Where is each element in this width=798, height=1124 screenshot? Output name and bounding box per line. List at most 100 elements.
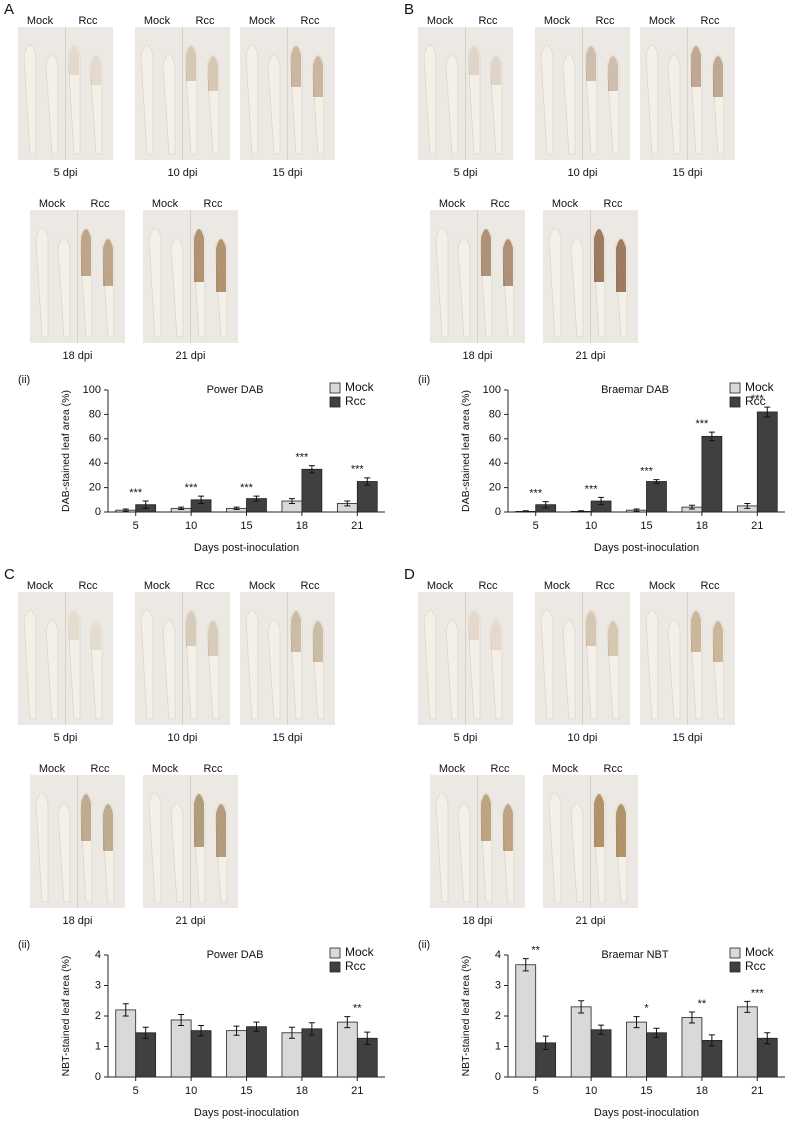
- y-tick-label: 60: [489, 433, 501, 445]
- error-bar: [178, 1013, 185, 1026]
- photo-label: Mock: [27, 580, 54, 592]
- stain: [481, 794, 491, 841]
- stain: [491, 56, 501, 85]
- leaf: [445, 54, 459, 155]
- photo-caption: 21 dpi: [576, 915, 606, 927]
- stain: [291, 46, 301, 87]
- legend-swatch: [329, 382, 341, 394]
- leaf: [467, 609, 481, 720]
- subpanel-label: (ii): [418, 939, 430, 951]
- photo-label: Rcc: [491, 198, 510, 210]
- x-tick-label: 18: [696, 520, 708, 532]
- photo-label: Mock: [249, 580, 276, 592]
- x-tick-label: 5: [133, 1085, 139, 1097]
- photo-label: Mock: [439, 198, 466, 210]
- legend-swatch: [729, 396, 741, 408]
- legend-label: Mock: [745, 945, 775, 959]
- bar: [756, 411, 778, 513]
- stain: [616, 239, 626, 292]
- y-tick-label: 3: [95, 979, 101, 991]
- y-tick-label: 1: [95, 1040, 101, 1052]
- leaf: [548, 792, 562, 903]
- leaf: [645, 44, 659, 155]
- error-bar: [522, 958, 529, 972]
- significance-label: ***: [640, 466, 654, 478]
- error-bar: [178, 506, 185, 511]
- stain: [608, 56, 618, 91]
- x-tick-label: 21: [751, 520, 763, 532]
- leaf: [570, 802, 584, 903]
- significance-label: ***: [695, 418, 709, 430]
- x-tick-label: 21: [351, 1085, 363, 1097]
- photo-label: Mock: [552, 198, 579, 210]
- stain: [216, 239, 226, 292]
- error-bar: [253, 1021, 260, 1032]
- x-axis-label: Days post-inoculation: [194, 542, 299, 554]
- error-bar: [364, 477, 371, 486]
- stain: [503, 239, 513, 286]
- stain: [69, 611, 79, 640]
- legend-swatch: [729, 382, 741, 394]
- x-tick-label: 18: [696, 1085, 708, 1097]
- panel-letter: B: [404, 1, 414, 18]
- leaf: [148, 792, 162, 903]
- error-bar: [708, 1034, 715, 1047]
- legend-swatch: [729, 961, 741, 973]
- error-bar: [364, 1031, 371, 1045]
- photo-caption: 5 dpi: [54, 732, 78, 744]
- stain: [81, 794, 91, 841]
- y-axis-label: NBT-stained leaf area (%): [460, 956, 472, 1077]
- photo-caption: 15 dpi: [273, 167, 303, 179]
- stain: [691, 46, 701, 87]
- leaf: [711, 619, 725, 720]
- bar: [736, 1006, 758, 1078]
- leaf: [667, 619, 681, 720]
- photo-caption: 5 dpi: [454, 167, 478, 179]
- y-tick-label: 40: [89, 457, 101, 469]
- photo-caption: 18 dpi: [463, 350, 493, 362]
- stain: [586, 46, 596, 81]
- error-bar: [744, 502, 751, 509]
- photo-label: Rcc: [91, 198, 110, 210]
- stain: [186, 46, 196, 81]
- photo-label: Rcc: [701, 15, 720, 27]
- leaf: [67, 44, 81, 155]
- x-tick-label: 15: [640, 1085, 652, 1097]
- error-bar: [142, 1026, 149, 1039]
- photo-label: Rcc: [479, 15, 498, 27]
- leaf: [184, 609, 198, 720]
- leaf: [445, 619, 459, 720]
- leaf: [540, 44, 554, 155]
- bar: [646, 1032, 667, 1078]
- stain: [103, 239, 113, 286]
- photo-label: Rcc: [79, 15, 98, 27]
- error-bar: [764, 406, 771, 418]
- error-bar: [308, 1022, 315, 1036]
- y-tick-label: 80: [89, 408, 101, 420]
- leaf: [184, 44, 198, 155]
- stain: [469, 46, 479, 75]
- leaf: [170, 237, 184, 338]
- error-bar: [344, 500, 351, 507]
- leaf: [489, 54, 503, 155]
- legend-label: Mock: [345, 380, 375, 394]
- y-tick-label: 2: [495, 1010, 501, 1022]
- photo-caption: 15 dpi: [673, 167, 703, 179]
- y-tick-label: 2: [95, 1010, 101, 1022]
- stain: [503, 804, 513, 851]
- significance-label: ***: [751, 393, 765, 405]
- stain: [713, 621, 723, 662]
- y-tick-label: 80: [489, 408, 501, 420]
- leaf: [57, 802, 71, 903]
- stain: [186, 611, 196, 646]
- error-bar: [598, 496, 605, 506]
- leaf: [606, 54, 620, 155]
- stain: [608, 621, 618, 656]
- significance-label: ***: [129, 487, 143, 499]
- photo-label: Mock: [152, 198, 179, 210]
- y-tick-label: 4: [495, 949, 501, 961]
- photo-label: Rcc: [301, 580, 320, 592]
- photo-caption: 15 dpi: [673, 732, 703, 744]
- bar: [115, 1009, 137, 1078]
- leaf: [267, 619, 281, 720]
